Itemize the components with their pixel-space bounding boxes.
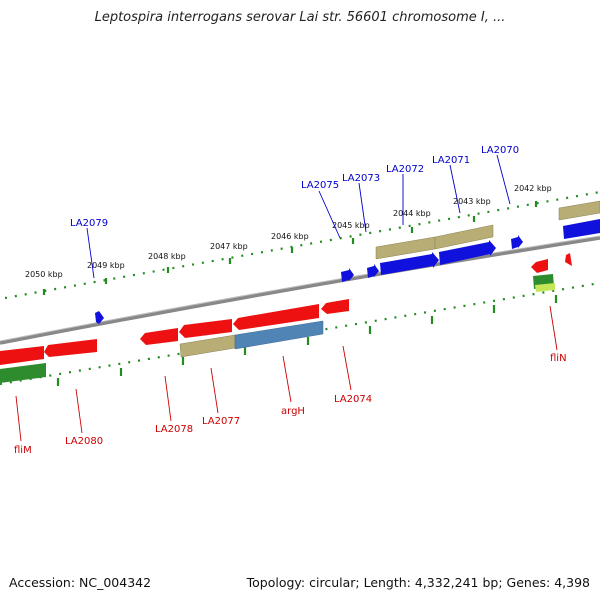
gene-label[interactable]: fliN — [550, 353, 567, 364]
gene-arrow[interactable] — [535, 283, 555, 292]
map-title: Leptospira interrogans serovar Lai str. … — [94, 10, 506, 25]
gene-arrow[interactable] — [341, 268, 354, 282]
gene-label[interactable]: LA2073 — [342, 173, 380, 184]
gene-arrow[interactable] — [179, 334, 236, 358]
gene-label[interactable]: fliM — [14, 445, 32, 456]
scale-label: 2044 kbp — [393, 209, 431, 218]
gene-label[interactable]: LA2070 — [481, 145, 519, 156]
gene-arrow[interactable] — [565, 253, 572, 266]
reverse-tick-row — [0, 281, 600, 386]
scale-label: 2050 kbp — [25, 270, 63, 279]
gene-label[interactable]: LA2072 — [386, 164, 424, 175]
accession-label: Accession: NC_004342 — [9, 575, 152, 590]
gene-arrow[interactable] — [531, 259, 548, 273]
genome-backbone-highlight — [0, 235, 600, 342]
gene-label[interactable]: LA2075 — [301, 180, 339, 191]
reverse-label-leaders — [15, 305, 558, 442]
gene-arrow[interactable] — [140, 328, 178, 345]
gene-arrow[interactable] — [0, 346, 44, 365]
gene-arrow[interactable] — [233, 304, 319, 330]
gene-arrow[interactable] — [44, 339, 97, 357]
gene-arrow[interactable] — [380, 252, 439, 275]
gene-label[interactable]: LA2080 — [65, 436, 103, 447]
forward-label-leaders — [86, 154, 511, 279]
gene-label[interactable]: LA2079 — [70, 218, 108, 229]
gene-arrow[interactable] — [234, 320, 324, 350]
gene-arrow[interactable] — [0, 363, 46, 383]
scale-label: 2049 kbp — [87, 261, 125, 270]
scale-label: 2043 kbp — [453, 197, 491, 206]
gene-label[interactable]: LA2074 — [334, 394, 372, 405]
gene-label[interactable]: LA2078 — [155, 424, 193, 435]
gene-arrow[interactable] — [179, 319, 232, 338]
scale-label: 2045 kbp — [332, 221, 370, 230]
reverse-gene-labels: fliM LA2080 LA2078 LA2077 argH LA2074 fl… — [14, 353, 567, 456]
gene-label[interactable]: LA2071 — [432, 155, 470, 166]
gene-arrow[interactable] — [558, 200, 600, 221]
gene-arrow[interactable] — [511, 235, 523, 249]
reverse-genes — [0, 253, 572, 383]
reverse-major-ticks — [56, 295, 558, 386]
topology-label: Topology: circular; Length: 4,332,241 bp… — [246, 575, 590, 590]
scale-label: 2046 kbp — [271, 232, 309, 241]
gene-arrow[interactable] — [434, 224, 494, 250]
forward-tick-row — [4, 190, 600, 300]
gene-arrow[interactable] — [367, 264, 379, 278]
gene-label[interactable]: argH — [281, 406, 305, 417]
scale-label: 2048 kbp — [148, 252, 186, 261]
gene-arrow[interactable] — [563, 219, 600, 239]
gene-arrow[interactable] — [321, 299, 349, 314]
genome-backbone — [0, 236, 600, 345]
forward-gene-labels: LA2079 LA2075 LA2073 LA2072 LA2071 LA207… — [70, 145, 519, 229]
gene-arrow[interactable] — [95, 311, 104, 324]
scale-label: 2047 kbp — [210, 242, 248, 251]
scale-label: 2042 kbp — [514, 184, 552, 193]
forward-genes — [95, 200, 600, 324]
forward-major-ticks — [42, 201, 538, 295]
gene-arrow[interactable] — [439, 240, 496, 265]
gene-label[interactable]: LA2077 — [202, 416, 240, 427]
